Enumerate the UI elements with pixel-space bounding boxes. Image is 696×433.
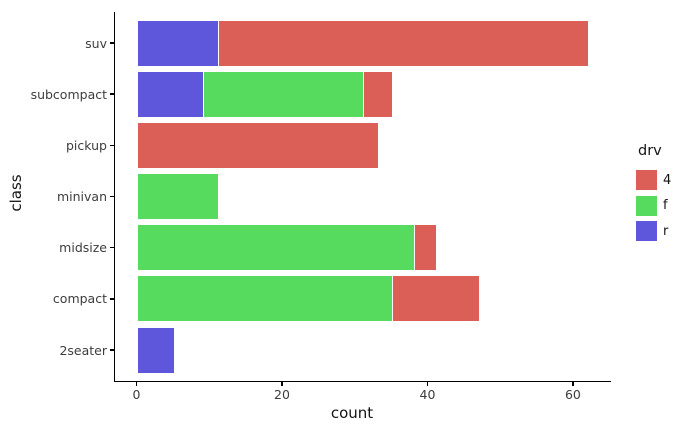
- bar-segment-suv-drv-r: [137, 20, 218, 66]
- y-tick-label-compact: compact: [52, 291, 107, 307]
- x-tick-label-40: 40: [419, 387, 436, 402]
- bar-segment-subcompact-drv-4: [363, 71, 393, 117]
- x-tick-40: [426, 381, 429, 386]
- y-tick-label-minivan: minivan: [56, 189, 107, 204]
- legend-swatch-f: [636, 195, 657, 216]
- x-tick-0: [135, 381, 138, 386]
- bar-segment-compact-drv-f: [137, 276, 393, 322]
- bar-segment-midsize-drv-f: [137, 225, 414, 271]
- bar-segment-midsize-drv-4: [413, 225, 436, 271]
- y-tick-label-suv: suv: [85, 35, 107, 51]
- legend-label-4: 4: [663, 172, 672, 188]
- y-tick-compact: [110, 298, 114, 300]
- bar-segment-subcompact-drv-f: [203, 71, 363, 117]
- y-tick-minivan: [110, 195, 114, 198]
- legend-title: drv: [638, 143, 662, 159]
- bar-segment-2seater-drv-r: [137, 327, 174, 373]
- legend-swatch-r: [636, 221, 657, 241]
- bar-segment-compact-drv-4: [392, 276, 480, 322]
- y-tick-label-midsize: midsize: [59, 240, 107, 256]
- y-tick-2seater: [110, 349, 114, 351]
- x-tick-label-0: 0: [132, 387, 141, 402]
- y-tick-pickup: [110, 144, 114, 147]
- bar-segment-subcompact-drv-r: [137, 71, 203, 117]
- bar-segment-pickup-drv-4: [137, 122, 378, 168]
- x-tick-label-20: 20: [274, 387, 290, 402]
- y-tick-label-subcompact: subcompact: [30, 86, 107, 102]
- plot-area: [114, 12, 611, 382]
- bar-segment-suv-drv-4: [217, 20, 589, 66]
- legend-label-r: r: [663, 223, 669, 239]
- y-tick-label-pickup: pickup: [66, 137, 107, 153]
- y-tick-label-2seater: 2seater: [59, 342, 107, 358]
- x-tick-20: [281, 381, 283, 386]
- x-axis-title: count: [330, 404, 374, 422]
- y-tick-suv: [110, 42, 114, 44]
- legend-label-f: f: [663, 198, 668, 213]
- y-tick-subcompact: [110, 93, 114, 95]
- x-tick-label-60: 60: [564, 387, 581, 402]
- legend-swatch-4: [636, 170, 657, 190]
- y-tick-midsize: [110, 246, 114, 249]
- x-tick-60: [572, 381, 574, 386]
- bar-segment-minivan-drv-f: [137, 174, 218, 219]
